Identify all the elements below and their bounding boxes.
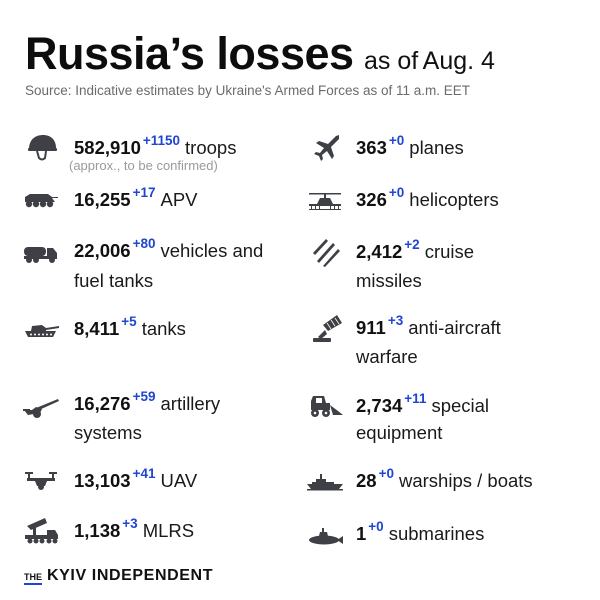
vehicles-label-line2: fuel tanks xyxy=(74,270,154,291)
missiles-icon xyxy=(306,238,346,267)
apv-value: 16,255 xyxy=(74,189,131,210)
special-equipment-label-line2: equipment xyxy=(356,422,443,443)
artillery-icon xyxy=(21,394,61,422)
troops-note: (approx., to be confirmed) xyxy=(69,158,218,173)
warship-icon xyxy=(305,468,345,496)
planes-value: 363 xyxy=(356,137,387,158)
submarines-delta: +0 xyxy=(368,519,384,534)
artillery-delta: +59 xyxy=(132,389,156,404)
tanks-delta: +5 xyxy=(121,314,137,329)
artillery-label: artillery xyxy=(160,393,221,414)
cruise-missiles-delta: +2 xyxy=(404,237,420,252)
vehicles-delta: +80 xyxy=(132,236,156,251)
as-of-label: as of xyxy=(363,47,419,75)
publisher-logo: THE KYIV INDEPENDENT xyxy=(24,567,213,585)
uav-value: 13,103 xyxy=(74,470,131,491)
cruise-missiles-label: cruise xyxy=(424,241,475,262)
header: Russia’s losses as of Aug. 4 xyxy=(25,28,497,80)
cruise-missiles-label-line2: missiles xyxy=(356,270,422,291)
apv-icon xyxy=(21,187,61,215)
fuel-truck-icon xyxy=(21,240,61,268)
helicopters-value: 326 xyxy=(356,189,387,210)
uav-delta: +41 xyxy=(132,466,156,481)
tank-icon xyxy=(21,316,61,344)
planes-label: planes xyxy=(409,137,464,158)
date-label: Aug. 4 xyxy=(421,47,497,75)
warships-value: 28 xyxy=(356,470,377,491)
troops-delta: +1150 xyxy=(142,133,181,148)
warships-label: warships / boats xyxy=(398,470,533,491)
special-equipment-value: 2,734 xyxy=(356,395,403,416)
special-equipment-delta: +11 xyxy=(404,391,427,406)
apv-delta: +17 xyxy=(132,185,156,200)
helicopters-label: helicopters xyxy=(409,189,499,210)
mlrs-delta: +3 xyxy=(122,516,138,531)
tanks-label: tanks xyxy=(141,318,186,339)
anti-aircraft-icon xyxy=(307,314,347,342)
artillery-label-line2: systems xyxy=(74,422,142,443)
vehicles-label: vehicles and xyxy=(160,240,264,261)
anti-aircraft-delta: +3 xyxy=(387,313,404,328)
mlrs-icon xyxy=(21,516,61,544)
submarines-value: 1 xyxy=(356,523,367,544)
troops-label: troops xyxy=(185,137,237,158)
logo-the: THE xyxy=(24,572,42,585)
troops-value: 582,910 xyxy=(74,137,141,158)
submarines-label: submarines xyxy=(388,523,485,544)
special-equipment-label: special xyxy=(431,395,490,416)
anti-aircraft-value: 911 xyxy=(356,317,386,338)
tanks-value: 8,411 xyxy=(74,318,120,339)
planes-delta: +0 xyxy=(388,133,405,148)
uav-label: UAV xyxy=(160,470,198,491)
anti-aircraft-label-line2: warfare xyxy=(356,346,418,367)
warships-delta: +0 xyxy=(378,466,394,481)
mlrs-value: 1,138 xyxy=(74,520,121,541)
drone-icon xyxy=(21,467,61,495)
jet-icon xyxy=(306,134,346,162)
vehicles-value: 22,006 xyxy=(74,240,131,261)
bulldozer-icon xyxy=(306,392,346,420)
helicopters-delta: +0 xyxy=(388,185,405,200)
logo-name: KYIV INDEPENDENT xyxy=(47,567,214,584)
source-note: Source: Indicative estimates by Ukraine'… xyxy=(25,83,471,98)
apv-label: APV xyxy=(160,189,198,210)
cruise-missiles-value: 2,412 xyxy=(356,241,403,262)
helicopter-icon xyxy=(305,188,345,216)
mlrs-label: MLRS xyxy=(142,520,195,541)
page-title: Russia’s losses xyxy=(25,28,354,79)
helmet-icon xyxy=(22,134,62,162)
artillery-value: 16,276 xyxy=(74,393,131,414)
anti-aircraft-label: anti-aircraft xyxy=(408,317,501,338)
submarine-icon xyxy=(305,522,345,550)
